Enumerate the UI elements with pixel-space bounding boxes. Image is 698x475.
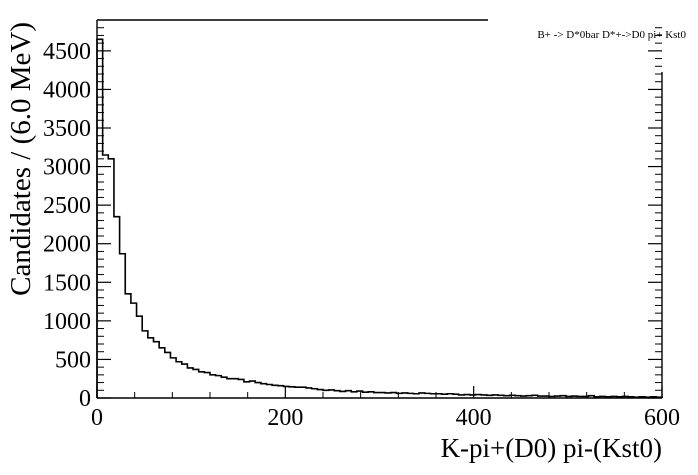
y-tick-label: 1500 [43,270,91,296]
x-axis-label: K-pi+(D0) pi-(Kst0) [441,433,662,463]
x-tick-label: 0 [91,405,103,431]
y-tick-label: 4500 [43,39,91,65]
chart-title: B+ -> D*0bar D*+->D0 pi+ Kst0 [537,29,686,41]
y-tick-label: 4000 [43,77,91,103]
y-tick-label: 3500 [43,116,91,142]
y-tick-label: 0 [79,386,91,412]
y-tick-label: 500 [55,347,91,373]
x-tick-label: 400 [456,405,492,431]
y-axis: 0 500 1000 1500 2000 2500 3000 3500 4000 4500 [43,27,662,412]
y-tick-label: 2500 [43,193,91,219]
x-tick-label: 200 [267,405,303,431]
y-tick-label: 2000 [43,232,91,258]
y-tick-label: 3000 [43,155,91,181]
histogram-series [96,38,663,399]
y-tick-label: 1000 [43,309,91,335]
x-axis: 0 200 400 600 [91,386,680,431]
y-axis-label: Candidates / (6.0 MeV) [5,22,37,296]
x-tick-label: 600 [644,405,680,431]
plot-frame [96,19,663,399]
